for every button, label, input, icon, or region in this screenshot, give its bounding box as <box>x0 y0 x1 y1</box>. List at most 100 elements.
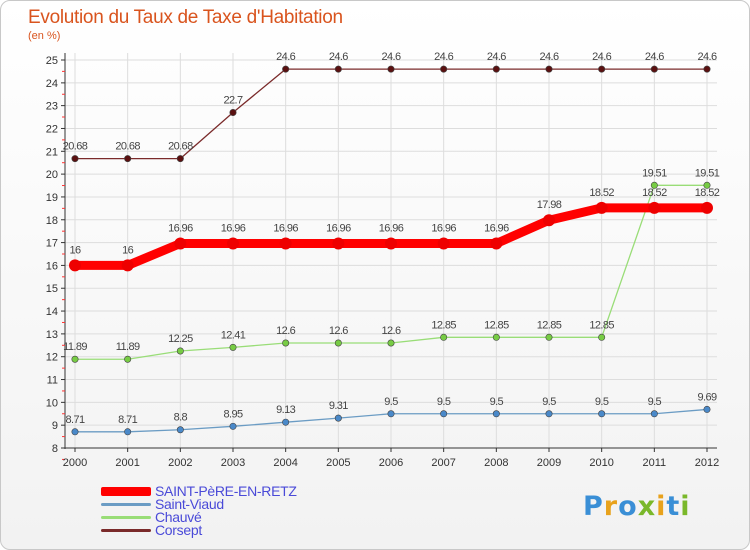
data-point <box>598 410 606 418</box>
data-label: 22.7 <box>223 94 242 106</box>
data-label: 12.6 <box>381 325 400 337</box>
data-label: 24.6 <box>592 51 611 63</box>
data-point <box>543 214 555 227</box>
data-point <box>124 428 132 436</box>
legend-swatch <box>101 529 151 532</box>
data-point <box>648 201 661 214</box>
data-point <box>545 410 553 418</box>
x-tick-label: 2008 <box>484 457 508 469</box>
y-tick-label: 13 <box>46 329 58 341</box>
data-label: 16.96 <box>484 223 509 235</box>
data-point <box>282 418 290 426</box>
y-tick-label: 11 <box>47 375 58 387</box>
data-point <box>176 155 184 163</box>
data-point <box>440 65 448 73</box>
data-label: 24.6 <box>329 51 348 63</box>
y-tick-label: 8 <box>52 443 58 455</box>
data-label: 9.5 <box>437 396 451 408</box>
logo-letter: x <box>637 491 657 522</box>
x-tick-label: 2011 <box>643 457 667 469</box>
legend-label: Chauvé <box>155 509 202 525</box>
data-label: 8.71 <box>65 414 84 426</box>
data-point <box>385 237 397 250</box>
data-label: 16.96 <box>273 223 298 235</box>
y-tick-label: 24 <box>46 78 58 90</box>
x-tick-label: 2009 <box>537 457 561 469</box>
data-point <box>650 410 658 418</box>
data-point <box>282 339 290 347</box>
x-tick-label: 2002 <box>168 457 192 469</box>
data-point <box>598 333 606 341</box>
data-label: 12.6 <box>329 325 348 337</box>
data-point <box>387 339 395 347</box>
logo-letter: i <box>656 491 667 522</box>
data-label: 24.6 <box>487 51 506 63</box>
y-tick-label: 20 <box>46 169 58 181</box>
legend-swatch <box>101 516 151 519</box>
series-chauv-: 11.89 11.89 12.25 12.41 12.6 12.6 12.6 12.85 12.… <box>63 167 720 363</box>
data-point <box>279 237 292 250</box>
data-label: 9.5 <box>490 396 504 408</box>
data-point <box>332 237 345 250</box>
data-label: 24.6 <box>276 51 295 63</box>
y-tick-label: 21 <box>46 146 58 158</box>
x-tick-label: 2005 <box>326 457 350 469</box>
data-label: 19.51 <box>695 167 720 179</box>
legend-label: Saint-Viaud <box>155 496 224 512</box>
data-point <box>71 428 79 436</box>
chart-title: Evolution du Taux de Taxe d'Habitation <box>28 7 343 28</box>
data-point <box>545 65 553 73</box>
data-label: 9.13 <box>276 404 295 416</box>
x-tick-label: 2006 <box>379 457 403 469</box>
legend-item: Chauvé <box>101 509 297 525</box>
y-tick-label: 25 <box>46 55 58 67</box>
data-label: 12.85 <box>589 319 614 331</box>
data-point <box>387 65 395 73</box>
proxiti-logo: Proxiti <box>583 491 691 522</box>
data-label: 16 <box>122 244 134 256</box>
series-saint-p-re-en-retz: 16 16 16.96 16.96 16.96 16.96 16.96 16.96 16.96 1… <box>69 187 720 272</box>
y-tick-label: 18 <box>46 215 58 227</box>
logo-letter: t <box>666 491 681 522</box>
data-label: 17.98 <box>537 199 562 211</box>
data-label: 12.41 <box>221 329 246 341</box>
legend-item: SAINT-PèRE-EN-RETZ <box>101 483 297 499</box>
data-point <box>176 347 184 355</box>
data-label: 9.69 <box>697 391 716 403</box>
data-point <box>490 237 503 250</box>
legend-label: SAINT-PèRE-EN-RETZ <box>155 483 297 499</box>
data-label: 12.85 <box>537 319 562 331</box>
data-point <box>492 65 500 73</box>
data-label: 16 <box>69 244 81 256</box>
data-point <box>650 65 658 73</box>
series-saint-viaud: 8.71 8.71 8.8 8.95 9.13 9.31 9.5 9.5 9.5 9.5 9.5 9.… <box>65 391 718 436</box>
data-point <box>334 339 342 347</box>
data-point <box>492 333 500 341</box>
logo-letter: o <box>618 491 638 522</box>
data-label: 20.68 <box>63 141 88 153</box>
data-label: 18.52 <box>589 187 614 199</box>
data-point <box>124 355 132 363</box>
data-label: 9.5 <box>542 396 556 408</box>
data-point <box>229 108 237 116</box>
data-point <box>650 181 658 189</box>
y-tick-label: 15 <box>46 283 58 295</box>
data-label: 16.96 <box>221 223 246 235</box>
data-label: 24.6 <box>645 51 664 63</box>
data-point <box>69 259 81 272</box>
chart-legend: SAINT-PèRE-EN-RETZ Saint-Viaud Chauvé Co… <box>101 483 297 537</box>
chart-subtitle: (en %) <box>28 30 61 42</box>
y-tick-label: 14 <box>46 306 58 318</box>
data-label: 8.71 <box>118 414 137 426</box>
data-point <box>598 65 606 73</box>
legend-swatch <box>101 503 151 506</box>
data-point <box>174 237 187 250</box>
series-corsept: 20.68 20.68 20.68 22.7 24.6 24.6 24.6 24.6 24.6 2… <box>63 51 718 163</box>
logo-letter: P <box>583 491 604 522</box>
data-point <box>440 333 448 341</box>
data-point <box>229 422 237 430</box>
y-tick-label: 19 <box>46 192 58 204</box>
data-label: 19.51 <box>642 167 667 179</box>
y-tick-label: 17 <box>46 238 58 250</box>
